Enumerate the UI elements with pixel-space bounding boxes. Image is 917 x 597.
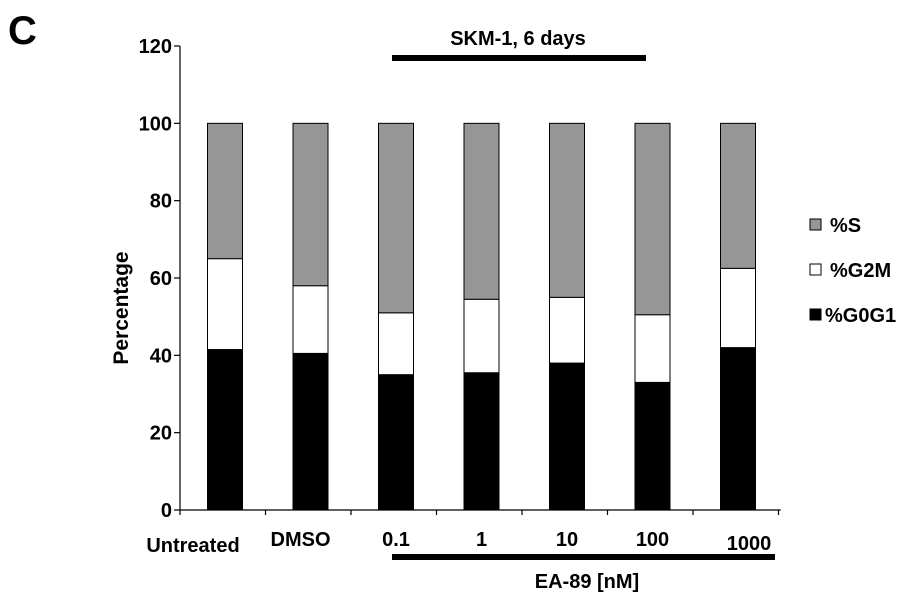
x-tick-label: 1000: [727, 533, 772, 555]
y-tick-label: 40: [150, 345, 172, 367]
legend-swatch: [809, 308, 822, 321]
legend: %S %G2M %G0G1: [809, 215, 896, 327]
x-axis: [179, 509, 781, 515]
y-axis: 0 20 40 60 80 100 120: [139, 36, 181, 522]
bar-segment-g2m: [549, 296, 585, 364]
bar-segment-g0g1: [720, 347, 756, 511]
panel-letter: C: [8, 9, 37, 53]
y-tick-label: 20: [150, 423, 172, 445]
x-tick-label: 10: [556, 529, 578, 551]
y-tick-label: 80: [150, 191, 172, 213]
bar-segment-g0g1: [292, 352, 329, 511]
chart-title: SKM-1, 6 days: [450, 28, 586, 50]
x-tick-label: 1: [476, 529, 487, 551]
bar-segment-s: [549, 122, 585, 298]
y-tick-label: 0: [161, 500, 172, 522]
bar-segment-g0g1: [549, 362, 585, 511]
y-tick-label: 60: [150, 268, 172, 290]
bar-segment-g2m: [720, 267, 756, 349]
bar-segment-g2m: [207, 258, 243, 351]
legend-label: %G2M: [830, 260, 891, 282]
x-tick-label: 100: [636, 529, 669, 551]
x-axis-label: EA-89 [nM]: [535, 571, 639, 593]
legend-label: %S: [830, 215, 861, 237]
x-tick-label: Untreated: [146, 535, 239, 557]
bar-segment-g2m: [634, 314, 671, 383]
bar-segment-g2m: [292, 285, 329, 354]
y-tick-label: 100: [139, 113, 172, 135]
bar-segment-s: [720, 122, 756, 269]
bar-segment-g2m: [378, 312, 414, 376]
x-tick-labels: Untreated DMSO 0.1 1 10 100 1000: [146, 529, 771, 557]
bar-segment-g0g1: [634, 381, 671, 511]
x-tick-label: 0.1: [382, 529, 410, 551]
bar-segment-g0g1: [378, 374, 414, 511]
bars: [207, 122, 756, 511]
legend-label: %G0G1: [825, 305, 896, 327]
y-tick-label: 120: [139, 36, 172, 58]
y-axis-label: Percentage: [110, 251, 133, 364]
legend-swatch: [809, 263, 822, 276]
bar-segment-g2m: [463, 298, 500, 374]
bar-segment-s: [292, 122, 329, 287]
bar-segment-s: [378, 122, 414, 314]
bar-segment-s: [463, 122, 500, 300]
bar-segment-s: [207, 122, 243, 260]
bar-segment-s: [634, 122, 671, 316]
legend-swatch: [809, 218, 822, 231]
bar-segment-g0g1: [207, 349, 243, 511]
bar-segment-g0g1: [463, 372, 500, 511]
x-tick-label: DMSO: [271, 529, 331, 551]
